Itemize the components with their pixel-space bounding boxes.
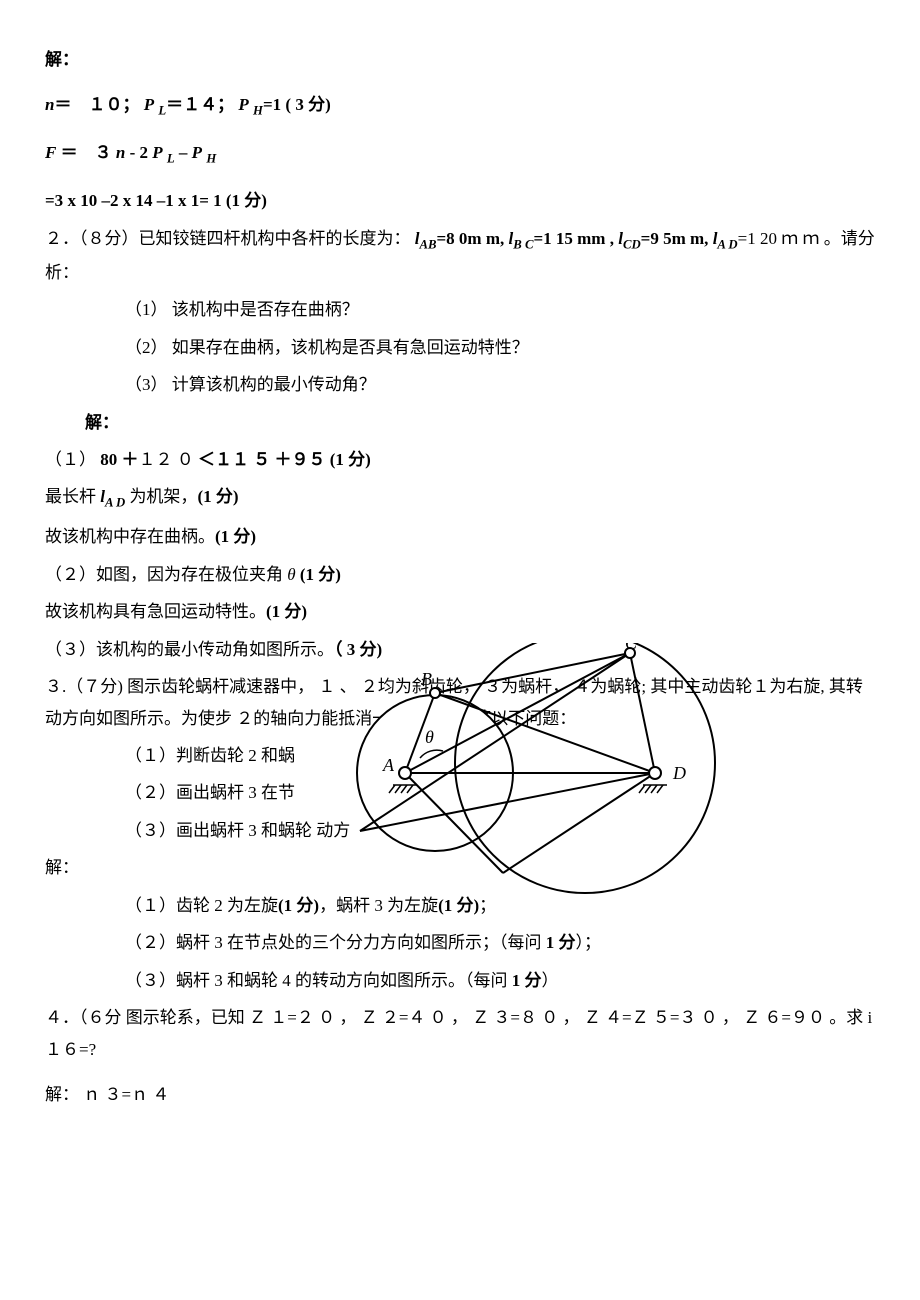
p3-a2: （２）蜗杆 3 在节点处的三个分力方向如图所示；（每问 1 分）； bbox=[45, 927, 875, 958]
label-C: C bbox=[625, 643, 638, 653]
p1-line2: F ＝ ３ n - 2 P L – P H bbox=[45, 137, 875, 171]
p4-sol: 解： ｎ ３=ｎ ４ bbox=[45, 1079, 875, 1110]
p1-line3: =3 x 10 –2 x 14 –1 x 1= 1 (1 分) bbox=[45, 185, 875, 216]
linkage-diagram: A B C D θ bbox=[325, 643, 745, 903]
p2-sol-label: 解： bbox=[45, 407, 875, 438]
label-A: A bbox=[382, 755, 395, 775]
p3-block: ３.（７分) 图示齿轮蜗杆减速器中， １ 、 ２均为斜齿轮， ３为蜗杆， ４为蜗… bbox=[45, 671, 875, 846]
p2-q2: （2） 如果存在曲柄，该机构是否具有急回运动特性？ bbox=[45, 332, 875, 363]
label-D: D bbox=[672, 763, 686, 783]
label-B: B bbox=[421, 669, 432, 689]
label-theta: θ bbox=[425, 727, 434, 747]
p2-a1-l3: 故该机构中存在曲柄。(1 分) bbox=[45, 521, 875, 552]
p2-a2-l1: （２）如图，因为存在极位夹角 θ (1 分) bbox=[45, 559, 875, 590]
p4-stem: ４．（６分 图示轮系，已知 Ｚ １=２ ０ ， Ｚ ２=４ ０ ， Ｚ ３=８ … bbox=[45, 1002, 875, 1065]
p1-sol-label: 解： bbox=[45, 44, 875, 75]
p2-a1-l2: 最长杆 lA D 为机架，(1 分) bbox=[45, 481, 875, 515]
p2-q3: （3） 计算该机构的最小传动角？ bbox=[45, 369, 875, 400]
p2-a1-l1: （１） 80 ＋１２ ０ ＜１１ ５ ＋９５ (1 分) bbox=[45, 444, 875, 475]
p2-a2-l2: 故该机构具有急回运动特性。(1 分) bbox=[45, 596, 875, 627]
p2-stem: ２．（８分）已知铰链四杆机构中各杆的长度为： lAB=8 0m m, lB C=… bbox=[45, 223, 875, 288]
p3-a3: （３）蜗杆 3 和蜗轮 4 的转动方向如图所示。（每问 1 分） bbox=[45, 965, 875, 996]
p2-q1: （1） 该机构中是否存在曲柄？ bbox=[45, 294, 875, 325]
p1-line1: n＝ １０； P L＝１４； P H=1 ( 3 分) bbox=[45, 89, 875, 123]
